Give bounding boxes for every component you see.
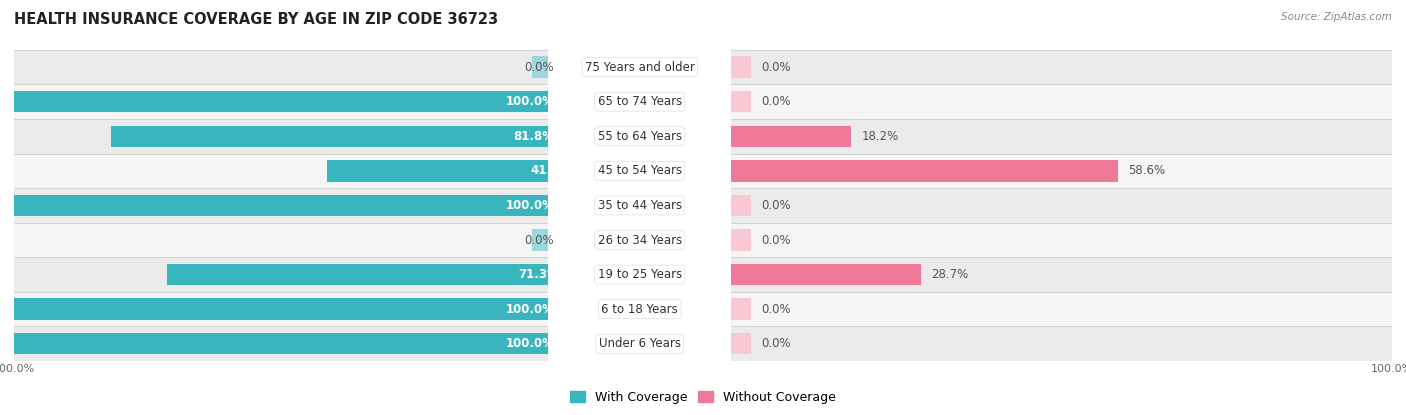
Text: 100.0%: 100.0% bbox=[506, 303, 554, 316]
Bar bbox=[14, 327, 548, 361]
Bar bbox=[731, 333, 751, 354]
Bar bbox=[167, 264, 548, 286]
Bar bbox=[731, 84, 1392, 119]
Text: 0.0%: 0.0% bbox=[524, 61, 554, 73]
Text: 26 to 34 Years: 26 to 34 Years bbox=[598, 234, 682, 247]
Bar bbox=[731, 195, 751, 216]
Text: 35 to 44 Years: 35 to 44 Years bbox=[598, 199, 682, 212]
Bar bbox=[731, 119, 1392, 154]
Bar bbox=[731, 257, 1392, 292]
Bar bbox=[14, 292, 548, 327]
Bar bbox=[14, 195, 548, 216]
Text: Source: ZipAtlas.com: Source: ZipAtlas.com bbox=[1281, 12, 1392, 22]
Bar bbox=[14, 50, 548, 84]
Text: 100.0%: 100.0% bbox=[506, 95, 554, 108]
Text: 0.0%: 0.0% bbox=[761, 337, 790, 350]
Bar bbox=[14, 154, 548, 188]
Text: 0.0%: 0.0% bbox=[761, 95, 790, 108]
Text: 55 to 64 Years: 55 to 64 Years bbox=[598, 130, 682, 143]
Bar bbox=[14, 298, 548, 320]
Bar bbox=[731, 223, 1392, 257]
Text: 75 Years and older: 75 Years and older bbox=[585, 61, 695, 73]
Text: 58.6%: 58.6% bbox=[1128, 164, 1166, 177]
Text: 100.0%: 100.0% bbox=[506, 337, 554, 350]
Bar bbox=[731, 91, 751, 112]
Bar bbox=[14, 257, 548, 292]
Bar bbox=[14, 119, 548, 154]
Bar bbox=[731, 154, 1392, 188]
Bar bbox=[731, 125, 852, 147]
Bar bbox=[328, 160, 548, 182]
Bar bbox=[731, 298, 751, 320]
Text: 18.2%: 18.2% bbox=[862, 130, 898, 143]
Bar bbox=[731, 327, 1392, 361]
Text: 0.0%: 0.0% bbox=[524, 234, 554, 247]
Bar bbox=[731, 56, 751, 78]
Text: 0.0%: 0.0% bbox=[761, 199, 790, 212]
Bar bbox=[533, 56, 548, 78]
Text: 41.4%: 41.4% bbox=[530, 164, 572, 177]
Text: 6 to 18 Years: 6 to 18 Years bbox=[602, 303, 678, 316]
Bar bbox=[731, 264, 921, 286]
Bar bbox=[731, 188, 1392, 223]
Text: 28.7%: 28.7% bbox=[931, 268, 967, 281]
Bar bbox=[14, 333, 548, 354]
Bar bbox=[731, 292, 1392, 327]
Text: 45 to 54 Years: 45 to 54 Years bbox=[598, 164, 682, 177]
Text: HEALTH INSURANCE COVERAGE BY AGE IN ZIP CODE 36723: HEALTH INSURANCE COVERAGE BY AGE IN ZIP … bbox=[14, 12, 498, 27]
Text: Under 6 Years: Under 6 Years bbox=[599, 337, 681, 350]
Bar bbox=[533, 229, 548, 251]
Text: 81.8%: 81.8% bbox=[513, 130, 554, 143]
Bar bbox=[14, 223, 548, 257]
Bar bbox=[731, 160, 1118, 182]
Text: 100.0%: 100.0% bbox=[506, 199, 554, 212]
Bar bbox=[731, 229, 751, 251]
Text: 0.0%: 0.0% bbox=[761, 303, 790, 316]
Bar bbox=[731, 50, 1392, 84]
Bar bbox=[111, 125, 548, 147]
Text: 19 to 25 Years: 19 to 25 Years bbox=[598, 268, 682, 281]
Legend: With Coverage, Without Coverage: With Coverage, Without Coverage bbox=[565, 386, 841, 409]
Bar bbox=[14, 84, 548, 119]
Text: 0.0%: 0.0% bbox=[761, 61, 790, 73]
Text: 65 to 74 Years: 65 to 74 Years bbox=[598, 95, 682, 108]
Bar bbox=[14, 91, 548, 112]
Bar bbox=[14, 188, 548, 223]
Text: 71.3%: 71.3% bbox=[517, 268, 558, 281]
Text: 0.0%: 0.0% bbox=[761, 234, 790, 247]
